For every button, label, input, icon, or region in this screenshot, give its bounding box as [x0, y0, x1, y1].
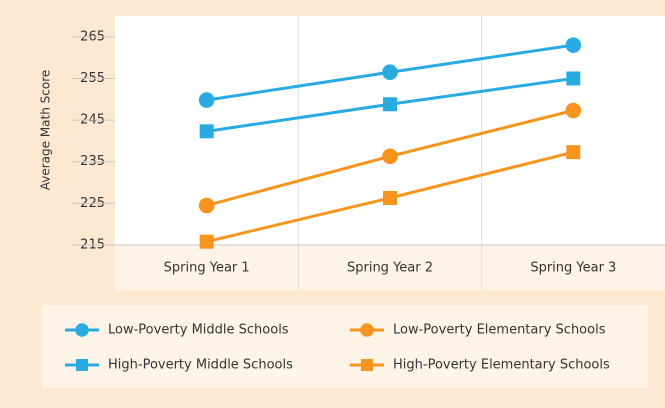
legend-label: Low-Poverty Elementary Schools: [393, 323, 606, 338]
data-point: [565, 37, 582, 53]
data-point: [565, 102, 582, 119]
x-tick-label: Spring Year 2: [347, 261, 433, 276]
legend-label: Low-Poverty Middle Schools: [108, 323, 289, 338]
legend-swatch-marker: [75, 323, 89, 337]
data-point: [199, 124, 214, 139]
data-point: [198, 92, 215, 108]
x-tick-label: Spring Year 1: [164, 261, 250, 276]
data-point: [566, 145, 581, 160]
legend-swatch-marker: [361, 359, 373, 371]
legend-swatch-marker: [76, 359, 88, 371]
data-point: [198, 197, 215, 214]
data-point: [383, 190, 397, 205]
legend-label: High-Poverty Elementary Schools: [393, 358, 610, 373]
data-point: [382, 64, 398, 81]
data-point: [382, 148, 398, 165]
legend-swatch-marker: [360, 323, 374, 337]
data-point: [199, 234, 214, 249]
x-tick-label: Spring Year 3: [530, 261, 616, 276]
y-axis-title: Average Math Score: [39, 70, 53, 191]
plot-area: [115, 16, 665, 245]
data-point: [383, 97, 397, 112]
legend-label: High-Poverty Middle Schools: [108, 358, 293, 373]
x-axis-band: [115, 245, 665, 290]
legend-box: [42, 305, 648, 388]
data-point: [566, 71, 581, 86]
